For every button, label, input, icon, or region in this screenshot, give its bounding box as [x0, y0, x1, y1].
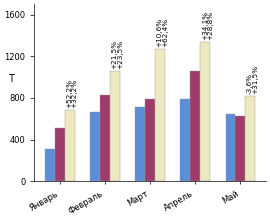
Bar — [90, 112, 100, 181]
Text: +34,1%: +34,1% — [202, 11, 208, 40]
Bar — [110, 71, 120, 181]
Bar — [245, 96, 255, 181]
Text: +31,5%: +31,5% — [252, 65, 258, 94]
Text: +23,5%: +23,5% — [117, 40, 123, 69]
Text: +10,6%: +10,6% — [157, 18, 163, 47]
Bar — [45, 149, 55, 181]
Bar — [200, 42, 210, 181]
Bar — [100, 95, 110, 181]
Bar — [180, 99, 190, 181]
Text: +28,8%: +28,8% — [207, 11, 213, 40]
Bar — [135, 107, 145, 181]
Bar — [65, 110, 75, 181]
Bar — [235, 116, 245, 181]
Bar — [145, 99, 155, 181]
Bar — [225, 114, 235, 181]
Text: -3,6%: -3,6% — [247, 73, 253, 94]
Y-axis label: Т: Т — [8, 74, 14, 84]
Bar — [55, 128, 65, 181]
Text: +52,2%: +52,2% — [66, 79, 72, 108]
Bar — [190, 71, 200, 181]
Bar — [155, 49, 165, 181]
Text: +32,2%: +32,2% — [72, 79, 78, 108]
Text: +21,5%: +21,5% — [112, 40, 117, 69]
Text: +62,4%: +62,4% — [162, 18, 168, 47]
